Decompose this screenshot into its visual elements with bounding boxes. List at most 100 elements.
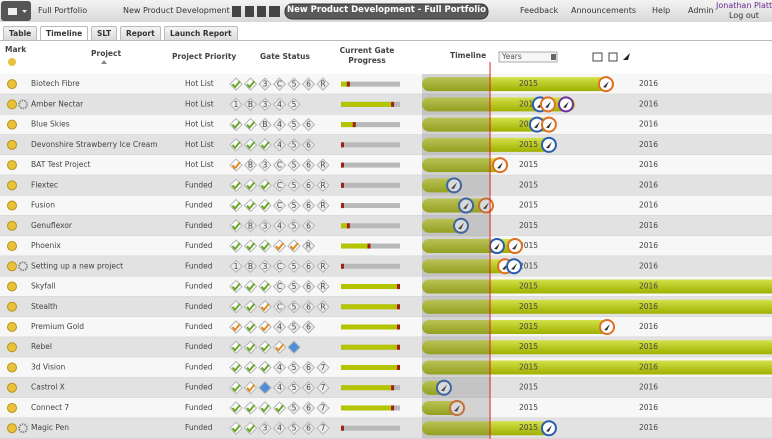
gate-diamond[interactable] — [272, 77, 287, 91]
gate-diamond[interactable] — [301, 158, 316, 172]
gate-diamond[interactable] — [287, 401, 301, 415]
gate-diamond[interactable] — [272, 158, 287, 172]
gate-diamond[interactable] — [301, 279, 316, 294]
gate-diamond[interactable] — [316, 421, 330, 435]
project-name[interactable]: Genuflexor — [31, 221, 73, 230]
gate-diamond[interactable] — [258, 117, 272, 132]
gate-diamond[interactable] — [287, 198, 301, 213]
mark-star[interactable] — [7, 402, 17, 413]
gate-diamond[interactable] — [272, 219, 287, 233]
gate-diamond[interactable] — [258, 259, 272, 273]
tab[interactable]: Launch Report — [164, 26, 238, 40]
mark-star[interactable] — [7, 322, 17, 332]
gate-diamond[interactable] — [287, 158, 301, 172]
gate-diamond[interactable] — [229, 97, 243, 112]
mark-star[interactable] — [7, 241, 17, 252]
gate-diamond[interactable] — [287, 259, 301, 273]
gate-diamond[interactable] — [316, 178, 330, 193]
sort-arrow[interactable] — [101, 60, 107, 64]
gate-diamond[interactable] — [316, 381, 330, 395]
gate-diamond[interactable] — [301, 178, 316, 193]
project-name[interactable]: Setting up a new project — [31, 261, 123, 270]
mark-star[interactable] — [7, 382, 17, 393]
gate-diamond[interactable] — [287, 340, 301, 354]
gate-diamond[interactable] — [243, 97, 258, 112]
gate-diamond[interactable] — [316, 279, 330, 294]
mark-star[interactable] — [7, 139, 17, 150]
project-name[interactable]: Connect 7 — [31, 403, 69, 412]
gate-diamond[interactable] — [316, 300, 330, 314]
gate-diamond[interactable] — [258, 97, 272, 112]
logout-link[interactable]: Log out — [729, 11, 759, 20]
project-name[interactable]: Fusion — [31, 201, 55, 210]
gate-diamond[interactable] — [316, 401, 330, 415]
mark-star[interactable] — [7, 119, 17, 130]
scale-label[interactable]: Years — [502, 52, 522, 61]
gate-diamond[interactable] — [316, 360, 330, 375]
gate-diamond[interactable] — [287, 97, 301, 112]
gate-diamond[interactable] — [272, 360, 287, 375]
gate-diamond[interactable] — [287, 178, 301, 193]
project-name[interactable]: Biotech Fibre — [31, 79, 80, 88]
mark-star[interactable] — [8, 58, 16, 66]
gate-diamond[interactable] — [258, 219, 272, 233]
settings-icon[interactable] — [18, 423, 28, 434]
gate-diamond[interactable] — [258, 381, 272, 395]
project-name[interactable]: Castrol X — [31, 383, 65, 392]
gate-diamond[interactable] — [316, 259, 330, 273]
gate-diamond[interactable] — [272, 279, 287, 294]
gate-diamond[interactable] — [272, 97, 287, 112]
mark-star[interactable] — [7, 342, 17, 353]
nav-link[interactable]: Help — [652, 6, 671, 15]
gate-diamond[interactable] — [272, 198, 287, 213]
gate-diamond[interactable] — [301, 381, 316, 395]
settings-icon[interactable] — [18, 99, 28, 110]
gate-diamond[interactable] — [301, 198, 316, 213]
gate-diamond[interactable] — [287, 77, 301, 91]
tab[interactable]: Table — [3, 26, 38, 40]
gate-diamond[interactable] — [301, 77, 316, 91]
gate-diamond[interactable] — [301, 421, 316, 435]
gate-diamond[interactable] — [272, 300, 287, 314]
mark-star[interactable] — [7, 180, 17, 191]
gate-diamond[interactable] — [316, 77, 330, 91]
gate-diamond[interactable] — [287, 219, 301, 233]
project-name[interactable]: Stealth — [31, 302, 58, 311]
gate-diamond[interactable] — [272, 178, 287, 193]
gate-diamond[interactable] — [243, 259, 258, 273]
gate-diamond[interactable] — [287, 360, 301, 375]
gate-diamond[interactable] — [287, 117, 301, 132]
gate-diamond[interactable] — [287, 138, 301, 152]
mark-star[interactable] — [7, 79, 17, 90]
gate-diamond[interactable] — [258, 158, 272, 172]
project-name[interactable]: Devonshire Strawberry Ice Cream — [31, 140, 158, 149]
project-name[interactable]: Phoenix — [31, 241, 61, 250]
gate-diamond[interactable] — [287, 381, 301, 395]
gate-diamond[interactable] — [272, 259, 287, 273]
gate-diamond[interactable] — [272, 381, 287, 395]
gate-diamond[interactable] — [301, 219, 316, 233]
mark-star[interactable] — [7, 261, 17, 272]
gate-diamond[interactable] — [301, 239, 316, 253]
gate-diamond[interactable] — [287, 320, 301, 334]
gate-diamond[interactable] — [243, 219, 258, 233]
project-name[interactable]: BAT Test Project — [31, 160, 91, 169]
gate-diamond[interactable] — [301, 300, 316, 314]
gate-diamond[interactable] — [287, 421, 301, 435]
mark-star[interactable] — [7, 362, 17, 373]
gate-diamond[interactable] — [301, 401, 316, 415]
tool-icon[interactable] — [623, 53, 630, 60]
gate-diamond[interactable] — [316, 158, 330, 172]
tool-icon[interactable] — [608, 52, 618, 62]
mark-star[interactable] — [7, 281, 17, 292]
mark-star[interactable] — [7, 160, 17, 171]
mark-star[interactable] — [7, 99, 17, 110]
mark-star[interactable] — [7, 200, 17, 211]
project-name[interactable]: Magic Pen — [31, 423, 69, 432]
gate-diamond[interactable] — [287, 279, 301, 294]
gate-diamond[interactable] — [301, 117, 316, 132]
gate-diamond[interactable] — [272, 320, 287, 334]
mark-star[interactable] — [7, 423, 17, 434]
gate-diamond[interactable] — [287, 300, 301, 314]
column-header[interactable]: Project — [91, 49, 122, 58]
